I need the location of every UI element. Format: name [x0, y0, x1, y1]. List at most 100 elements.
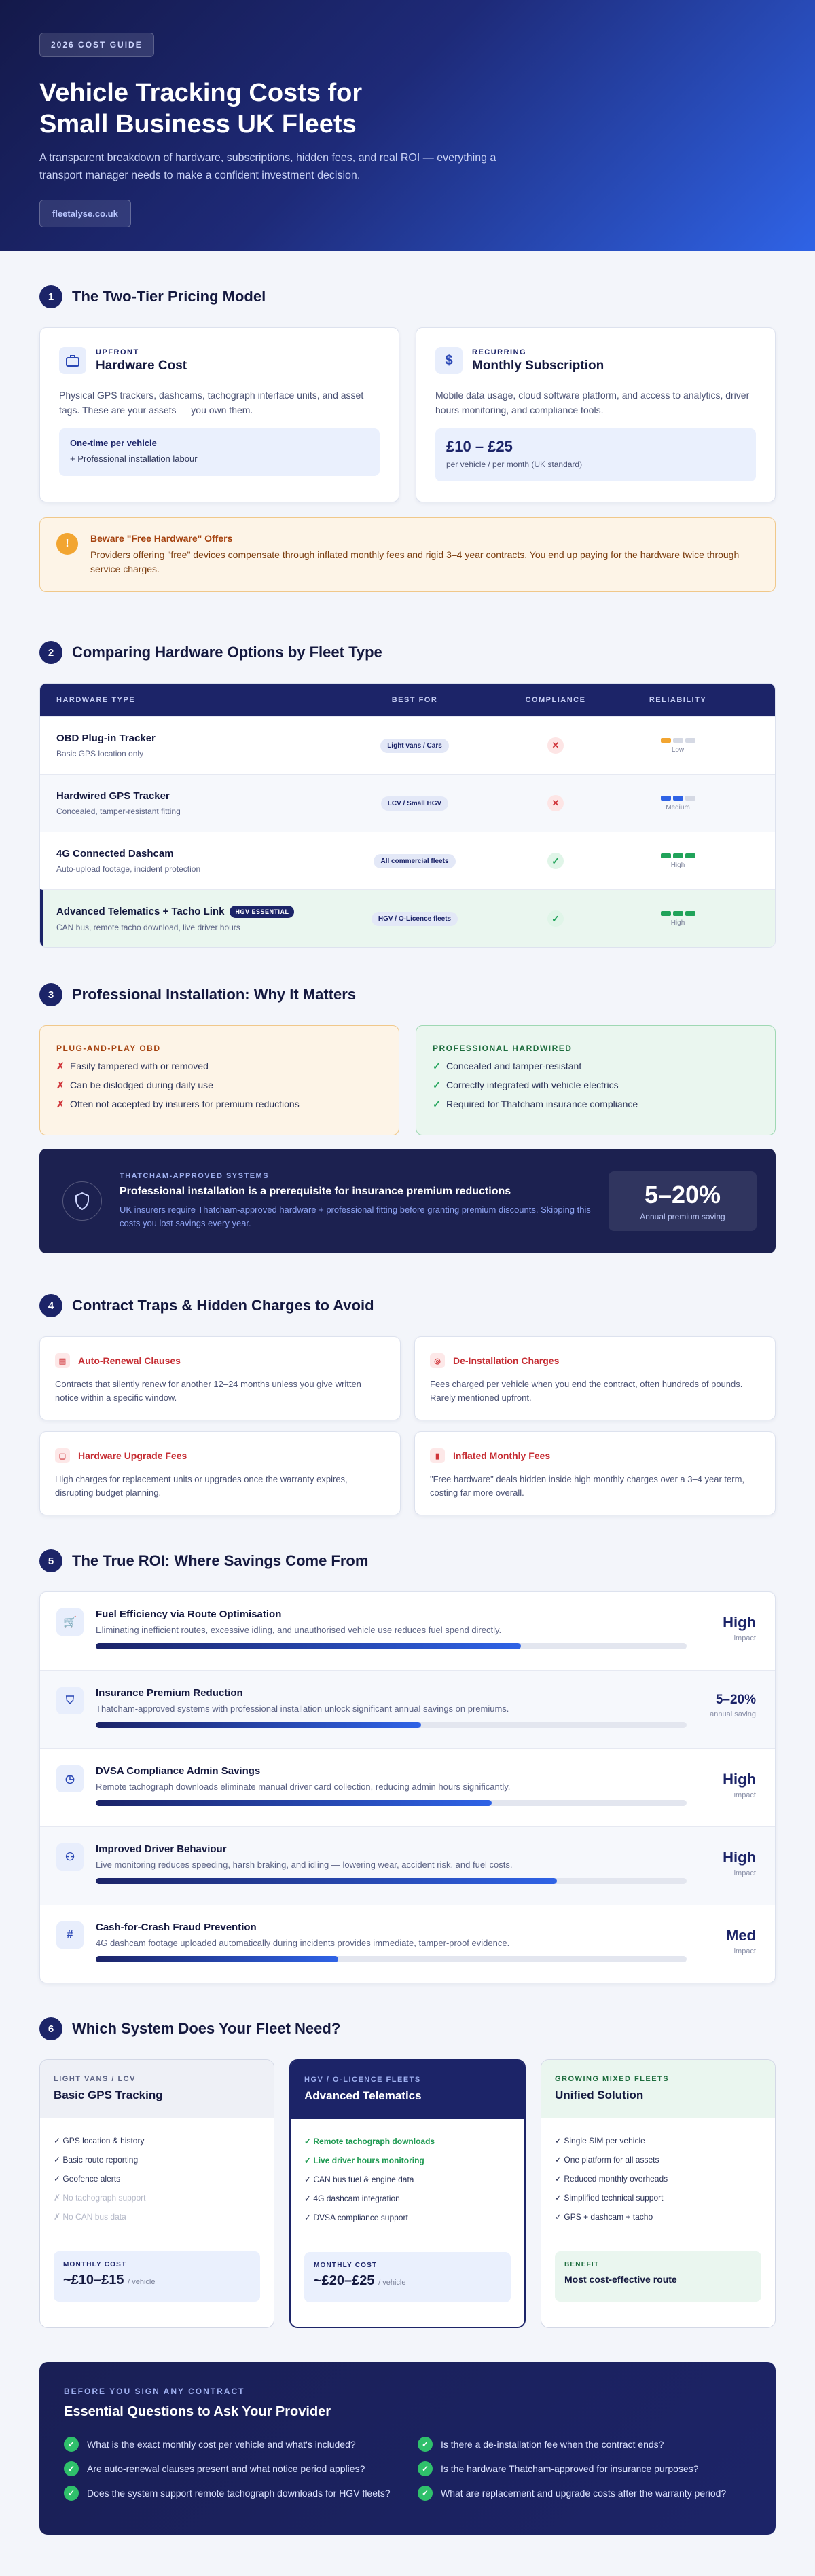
- impact-value: High impact: [687, 1843, 756, 1877]
- footer-kicker: MONTHLY COST: [63, 2261, 127, 2268]
- question-item: ✓ What are replacement and upgrade costs …: [418, 2485, 751, 2501]
- table-row: OBD Plug-in Tracker Basic GPS location on…: [40, 716, 775, 774]
- roi-row: # Cash-for-Crash Fraud Prevention 4G dashc…: [40, 1905, 775, 1983]
- section-pricing-model: 1 The Two-Tier Pricing Model UPFRONT Har…: [0, 285, 815, 592]
- alert-circle-icon: ◎: [430, 1353, 445, 1368]
- table-row: 4G Connected Dashcam Auto-upload footage,…: [40, 832, 775, 889]
- box-title: PLUG-AND-PLAY OBD: [56, 1044, 161, 1053]
- reliability-bar: [672, 853, 683, 858]
- card-description: Mobile data usage, cloud software platfo…: [435, 390, 750, 416]
- hardware-cost-card: UPFRONT Hardware Cost Physical GPS track…: [39, 327, 399, 502]
- plug-and-play-box: PLUG-AND-PLAY OBD ✗ Easily tampered with …: [39, 1025, 399, 1135]
- check-icon: ✓: [433, 1061, 441, 1071]
- list-item: ✗ Easily tampered with or removed: [56, 1061, 382, 1072]
- trap-text: "Free hardware" deals hidden inside high…: [430, 1474, 745, 1498]
- roi-title: DVSA Compliance Admin Savings: [96, 1765, 261, 1777]
- list-item-text: Concealed and tamper-resistant: [446, 1061, 582, 1071]
- roi-description: 4G dashcam footage uploaded automaticall…: [96, 1938, 510, 1948]
- reliability-cell: High: [623, 853, 732, 869]
- box-line-1: One-time per vehicle: [70, 438, 157, 448]
- card-kicker: GROWING MIXED FLEETS: [555, 2075, 670, 2083]
- hardware-cost-box: One-time per vehicle + Professional inst…: [59, 428, 380, 476]
- subscription-price-box: £10 – £25 per vehicle / per month (UK st…: [435, 428, 756, 481]
- compliance-cell: ✕: [488, 795, 623, 811]
- site-link[interactable]: fleetalyse.co.uk: [39, 200, 131, 227]
- impact-label: annual saving: [710, 1710, 756, 1718]
- essential-questions-panel: BEFORE YOU SIGN ANY CONTRACT Essential Q…: [39, 2362, 776, 2535]
- professional-hardwired-box: PROFESSIONAL HARDWIRED ✓ Concealed and ta…: [416, 1025, 776, 1135]
- hardware-cell: Hardwired GPS Tracker Concealed, tamper-r…: [56, 790, 342, 816]
- thatcham-banner: THATCHAM-APPROVED SYSTEMS Professional i…: [39, 1149, 776, 1253]
- reliability-meter: [660, 795, 695, 801]
- trap-title: Inflated Monthly Fees: [453, 1450, 551, 1461]
- basic-gps-card: LIGHT VANS / LCV Basic GPS Tracking ✓ GPS …: [39, 2059, 274, 2328]
- warning-text: Providers offering "free" devices compen…: [90, 549, 740, 574]
- card-description: Physical GPS trackers, dashcams, tachogr…: [59, 390, 364, 416]
- check-icon: ✓: [64, 2486, 79, 2501]
- premium-saving-stat: 5–20% Annual premium saving: [609, 1171, 757, 1231]
- roi-body: Insurance Premium Reduction Thatcham-appr…: [96, 1687, 687, 1728]
- feature-item: ✓ Single SIM per vehicle: [555, 2136, 645, 2146]
- hardware-subtitle: Auto-upload footage, incident protection: [56, 864, 201, 874]
- roi-body: Cash-for-Crash Fraud Prevention 4G dashca…: [96, 1921, 687, 1962]
- section-header: 3 Professional Installation: Why It Matt…: [39, 983, 776, 1006]
- compliance-cell: ✓: [488, 910, 623, 927]
- best-for-cell: Light vans / Cars: [342, 738, 488, 753]
- impact-bar-fill: [96, 1643, 522, 1649]
- roi-body: Fuel Efficiency via Route Optimisation El…: [96, 1608, 687, 1649]
- section-header: 5 The True ROI: Where Savings Come From: [39, 1549, 776, 1572]
- section-header: 6 Which System Does Your Fleet Need?: [39, 2017, 776, 2040]
- question-item: ✓ What is the exact monthly cost per vehi…: [64, 2436, 397, 2452]
- hardware-name-text: Hardwired GPS Tracker: [56, 790, 170, 802]
- section-header: 2 Comparing Hardware Options by Fleet Ty…: [39, 641, 776, 664]
- check-icon: ✓: [547, 853, 564, 869]
- hardware-name-text: 4G Connected Dashcam: [56, 848, 174, 860]
- feature-item: ✓ GPS + dashcam + tacho: [555, 2212, 653, 2222]
- trap-text: Contracts that silently renew for anothe…: [55, 1379, 361, 1403]
- shield-icon: ⛉: [56, 1687, 84, 1714]
- bar-chart-icon: ▮: [430, 1448, 445, 1463]
- reliability-meter: [660, 737, 695, 743]
- thatcham-description: UK insurers require Thatcham-approved ha…: [120, 1204, 591, 1228]
- question-item: ✓ Is the hardware Thatcham-approved for i…: [418, 2461, 751, 2477]
- section-hardware-comparison: 2 Comparing Hardware Options by Fleet Ty…: [0, 641, 815, 948]
- feature-item: ✗ No tachograph support: [54, 2193, 146, 2203]
- compliance-cell: ✓: [488, 853, 623, 869]
- reliability-bar: [685, 737, 695, 743]
- card-header: HGV / O-LICENCE FLEETS Advanced Telematic…: [291, 2061, 524, 2119]
- section-title: The Two-Tier Pricing Model: [72, 288, 266, 305]
- feature-item: ✓ Simplified technical support: [555, 2193, 664, 2203]
- impact-value: High impact: [687, 1608, 756, 1642]
- roi-description: Remote tachograph downloads eliminate ma…: [96, 1782, 511, 1792]
- section-number: 5: [39, 1549, 62, 1572]
- roi-body: DVSA Compliance Admin Savings Remote tach…: [96, 1765, 687, 1806]
- list-item-text: Required for Thatcham insurance complian…: [446, 1099, 638, 1109]
- compliance-cell: ✕: [488, 737, 623, 754]
- card-kicker: UPFRONT: [96, 348, 139, 356]
- cross-icon: ✕: [547, 737, 564, 754]
- impact-label: impact: [734, 1947, 756, 1955]
- box-title: PROFESSIONAL HARDWIRED: [433, 1044, 573, 1053]
- reliability-bar: [660, 910, 671, 916]
- impact-value-text: 5–20%: [715, 1693, 756, 1707]
- hardware-name-text: Advanced Telematics + Tacho Link: [56, 906, 225, 917]
- warning-title: Beware "Free Hardware" Offers: [90, 533, 233, 544]
- card-header: LIGHT VANS / LCV Basic GPS Tracking: [40, 2060, 274, 2118]
- page-title: Vehicle Tracking Costs for Small Busines…: [39, 77, 776, 140]
- question-text: Does the system support remote tachograp…: [87, 2488, 391, 2499]
- feature-item: ✓ One platform for all assets: [555, 2155, 659, 2165]
- benefit-text: Most cost-effective route: [564, 2274, 677, 2285]
- check-icon: ✓: [64, 2461, 79, 2476]
- monthly-cost: ~£20–£25 / vehicle: [314, 2273, 501, 2289]
- reliability-meter: [660, 910, 695, 916]
- table-row: Advanced Telematics + Tacho Link HGV ESSE…: [40, 889, 775, 947]
- dollar-icon: $: [435, 347, 463, 374]
- question-text: Are auto-renewal clauses present and wha…: [87, 2463, 365, 2474]
- hardware-subtitle: Concealed, tamper-resistant fitting: [56, 807, 181, 816]
- col-header-hardware: HARDWARE TYPE: [56, 696, 136, 704]
- question-item: ✓ Does the system support remote tachogra…: [64, 2485, 397, 2501]
- impact-value-text: High: [723, 1614, 756, 1631]
- card-title: Hardware Cost: [96, 358, 187, 373]
- feature-list: ✓ GPS location & history ✓ Basic route re…: [40, 2118, 274, 2251]
- impact-label: impact: [734, 1791, 756, 1799]
